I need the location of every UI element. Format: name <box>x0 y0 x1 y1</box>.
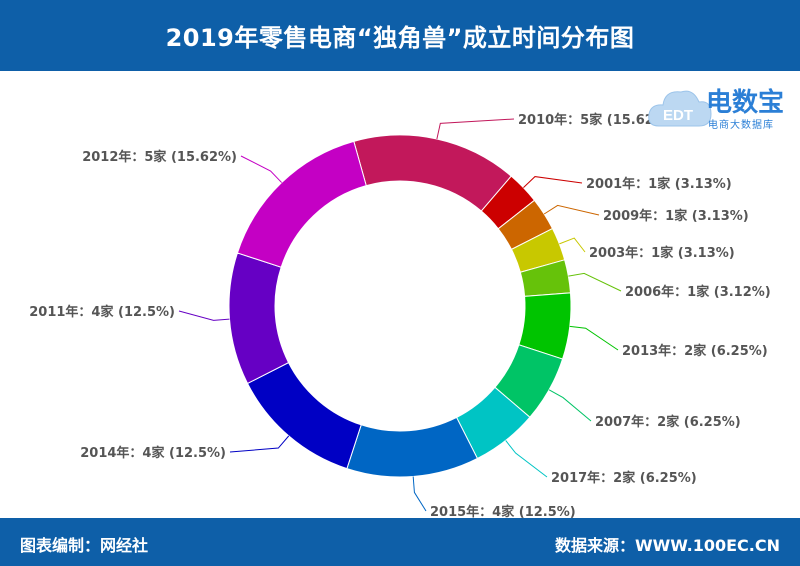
leader-line-2003 <box>559 237 586 253</box>
data-label-2012: 2012年：5家 (15.62%) <box>82 149 237 165</box>
leader-line-2017 <box>505 440 548 478</box>
slice-2015 <box>346 416 479 478</box>
leader-line-2007 <box>548 389 592 422</box>
slice-2010 <box>353 134 512 212</box>
leader-line-2010 <box>436 118 515 140</box>
footer-compiler: 图表编制：网经社 <box>20 536 149 555</box>
slice-2011 <box>228 252 290 385</box>
data-label-2009: 2009年：1家 (3.13%) <box>603 208 749 224</box>
leader-line-2009 <box>543 204 600 216</box>
data-label-2017: 2017年：2家 (6.25%) <box>551 470 697 486</box>
data-label-2011: 2011年：4家 (12.5%) <box>29 304 175 320</box>
data-label-2015: 2015年：4家 (12.5%) <box>430 504 576 520</box>
leader-line-2011 <box>178 310 230 321</box>
data-label-2001: 2001年：1家 (3.13%) <box>586 176 732 192</box>
data-label-2010: 2010年：5家 (15.62%) <box>518 112 673 128</box>
logo-name: 电数宝 <box>706 88 785 118</box>
leader-line-2012 <box>240 155 283 183</box>
leader-line-2014 <box>229 435 290 453</box>
data-label-2013: 2013年：2家 (6.25%) <box>622 343 768 359</box>
chart-title: 2019年零售电商“独角兽”成立时间分布图 <box>0 0 800 71</box>
footer-bar: 图表编制：网经社 数据来源：WWW.100EC.CN <box>0 518 800 566</box>
cloud-logo-icon: EDT <box>648 90 712 127</box>
logo-badge: EDT <box>663 107 693 124</box>
footer-source: 数据来源：WWW.100EC.CN <box>554 536 780 555</box>
leader-line-2006 <box>568 272 622 292</box>
slice-2014 <box>246 361 362 470</box>
logo-subtitle: 电商大数据库 <box>708 120 774 131</box>
leader-line-2001 <box>523 176 583 189</box>
data-label-2014: 2014年：4家 (12.5%) <box>80 445 226 461</box>
data-label-2003: 2003年：1家 (3.13%) <box>589 245 735 261</box>
slice-2012 <box>236 140 367 268</box>
data-label-2007: 2007年：2家 (6.25%) <box>595 414 741 430</box>
leader-line-2015 <box>412 476 427 512</box>
data-label-2006: 2006年：1家 (3.12%) <box>625 284 771 300</box>
leader-line-2013 <box>569 325 619 351</box>
